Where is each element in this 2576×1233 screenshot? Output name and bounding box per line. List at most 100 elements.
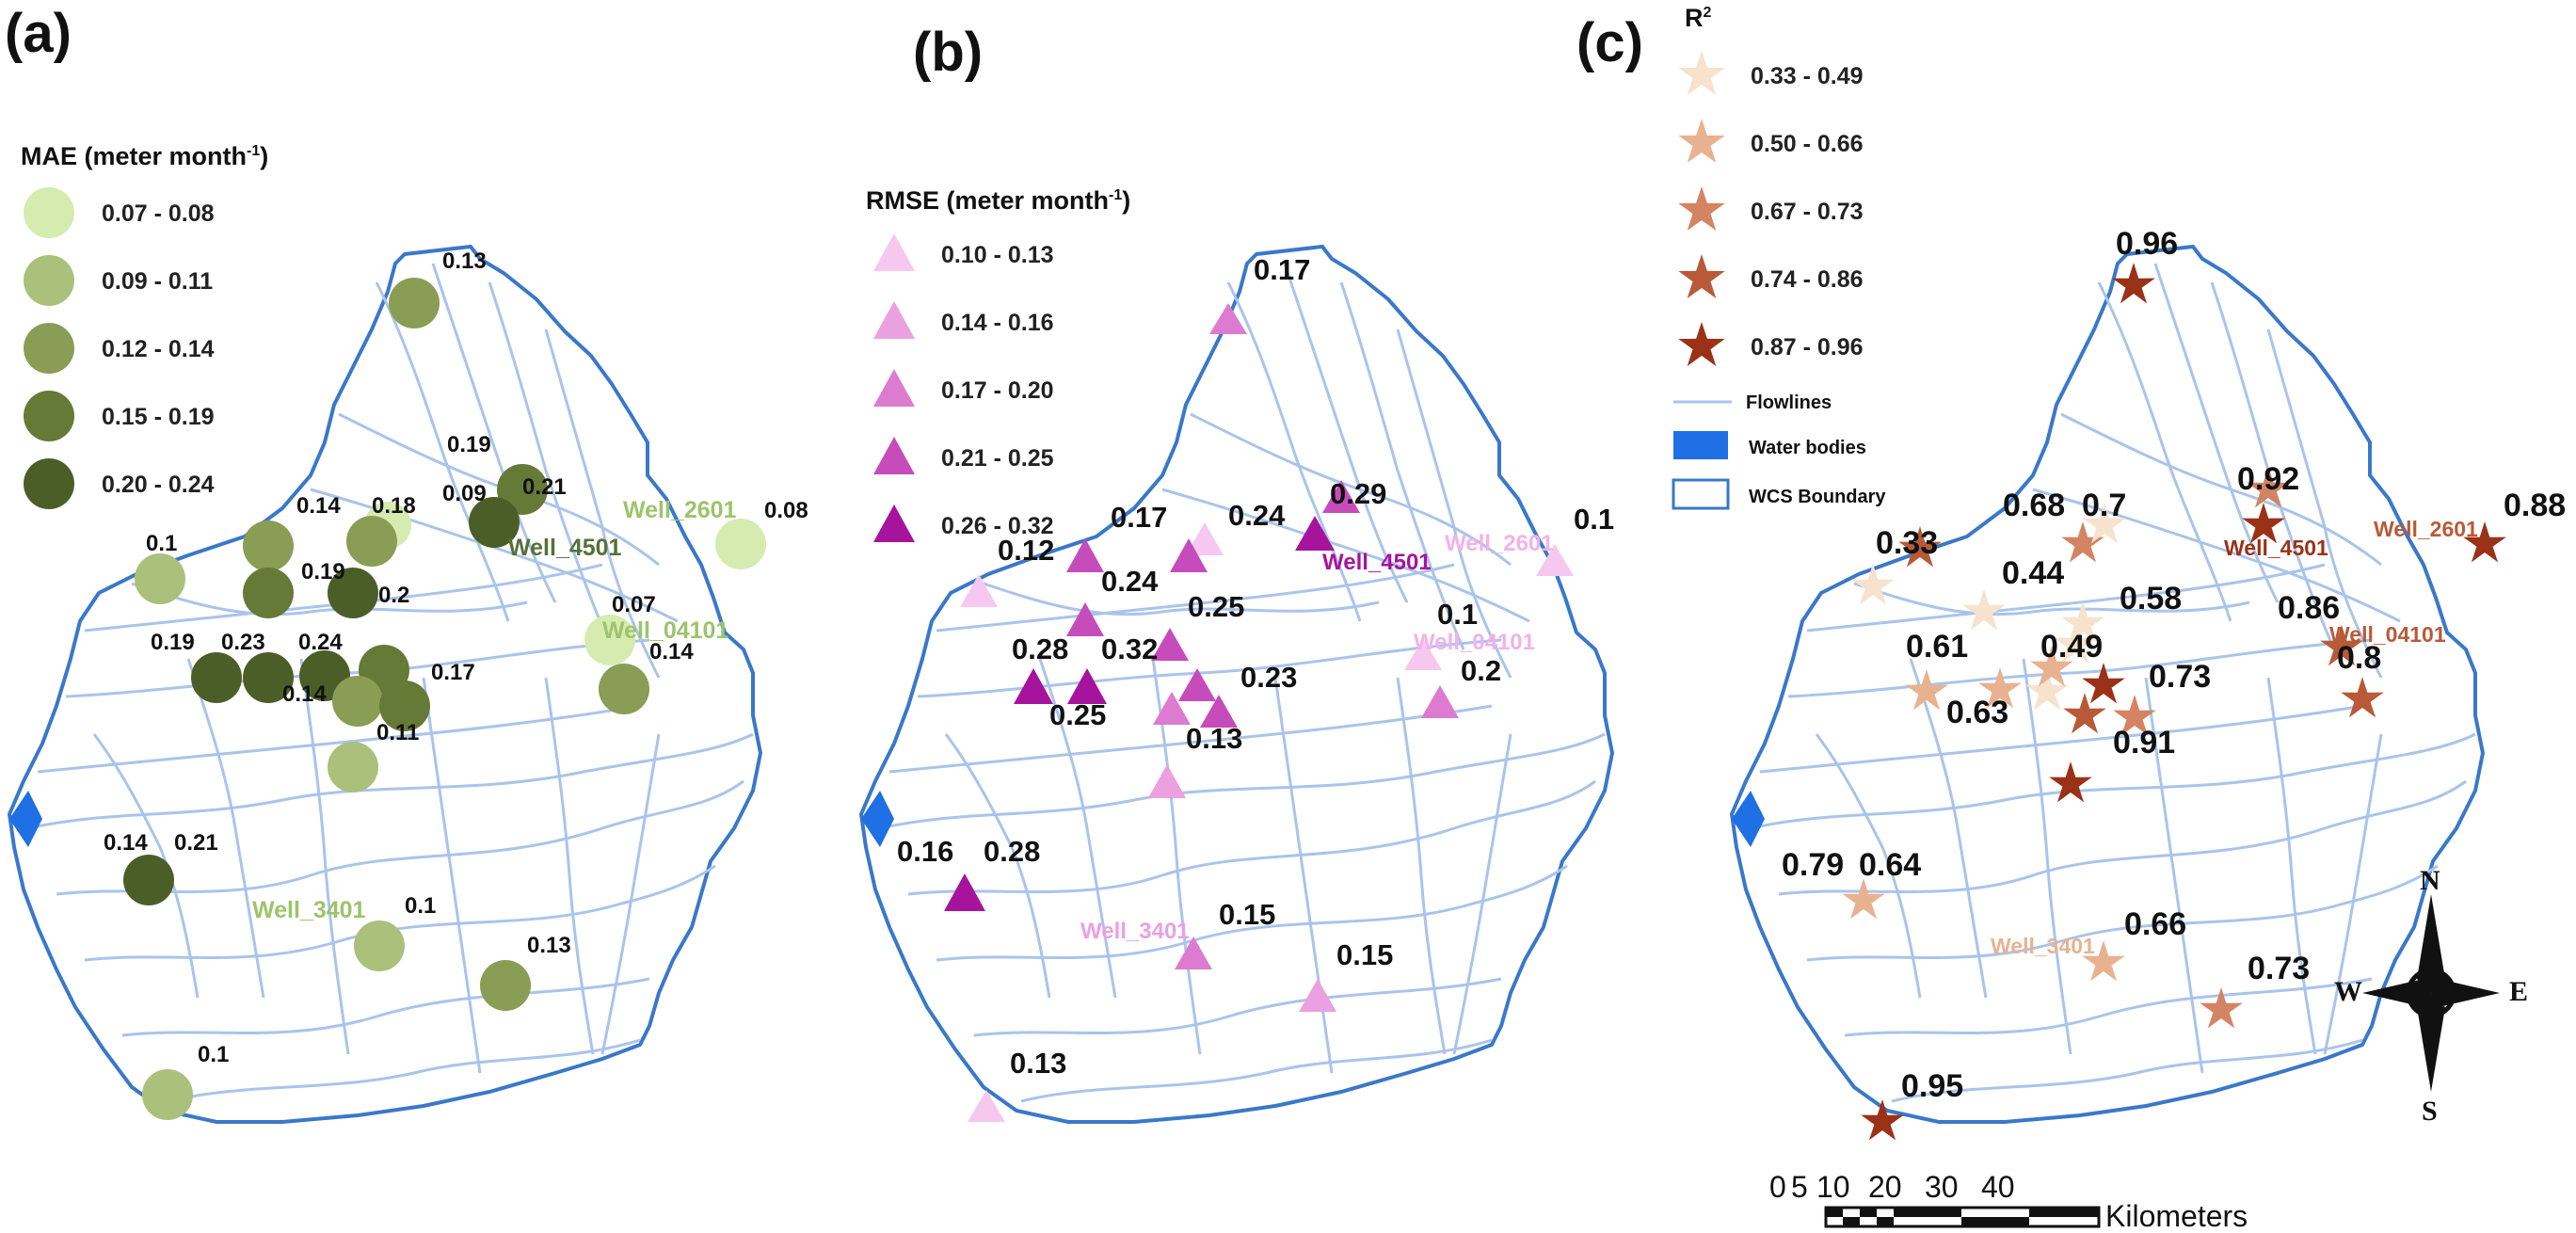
rmse-point <box>1067 668 1107 704</box>
compass-n: N <box>2420 865 2440 896</box>
r2-point <box>2463 521 2506 563</box>
mae-value: 0.1 <box>146 531 177 556</box>
mae-value: 0.13 <box>442 248 487 274</box>
well-label: Well_3401 <box>252 897 366 923</box>
scale-tick-label: 20 <box>1868 1170 1902 1204</box>
rmse-point <box>960 574 998 607</box>
panel-c-map <box>1730 245 2485 1124</box>
well-label: Well_3401 <box>1080 919 1190 944</box>
r2-point <box>2341 677 2384 718</box>
r2-legend-swatch <box>1678 254 1725 298</box>
rmse-value: 0.32 <box>1101 633 1158 665</box>
r2-point <box>2063 693 2106 734</box>
scale-tick-label: 40 <box>1981 1170 2015 1204</box>
well-label: Well_4501 <box>508 535 622 561</box>
mae-legend-label: 0.09 - 0.11 <box>102 268 213 295</box>
r2-point <box>1978 667 2022 709</box>
rmse-point <box>1200 695 1238 728</box>
mae-value: 0.08 <box>764 498 808 523</box>
r2-point <box>1861 1099 1904 1141</box>
mae-value: 0.1 <box>198 1042 229 1067</box>
mae-value: 0.11 <box>376 720 419 745</box>
r2-point <box>2082 663 2125 704</box>
panel-b: (b) RMSE (meter month-1) 0.10 - 0.13 0.14… <box>859 22 1614 1124</box>
mae-point <box>243 568 294 618</box>
rmse-legend-label: 0.10 - 0.13 <box>941 242 1054 268</box>
north-arrow-quadrant <box>2431 970 2454 993</box>
r2-legend-label: 0.50 - 0.66 <box>1751 131 1864 157</box>
mae-point <box>469 497 520 548</box>
rmse-point <box>1295 516 1335 551</box>
well-label: Well_2601 <box>623 497 737 523</box>
scale-unit: Kilometers <box>2105 1199 2248 1233</box>
rmse-point <box>1066 538 1104 572</box>
flowlines-legend-label: Flowlines <box>1746 392 1832 413</box>
panel-c-label: (c) <box>1576 12 1643 73</box>
mae-value: 0.19 <box>301 559 345 584</box>
panel-c-legend: R2 0.33 - 0.49 0.50 - 0.66 0.67 - 0.73 0.74… <box>1672 4 1886 510</box>
mae-point <box>389 278 440 328</box>
scale-tick-label: 0 <box>1769 1170 1786 1204</box>
panel-a-wells: Well_2601 Well_4501 Well_04101 Well_3401 <box>252 497 737 923</box>
mae-point <box>715 519 766 569</box>
rmse-value: 0.16 <box>897 835 953 868</box>
mae-point <box>135 553 185 604</box>
rmse-point <box>1209 303 1247 334</box>
mae-point <box>354 921 405 971</box>
water-legend-symbol <box>1673 431 1728 459</box>
r2-legend-swatch <box>1678 119 1725 163</box>
r2-legend-label: 0.87 - 0.96 <box>1751 334 1864 360</box>
scale-bar-seg <box>1826 1208 1843 1217</box>
scale-bar-seg <box>1894 1208 1961 1217</box>
r2-legend-label: 0.33 - 0.49 <box>1751 63 1864 89</box>
well-label: Well_4501 <box>2224 536 2328 560</box>
panel-b-points <box>944 303 1574 1122</box>
mae-point <box>379 681 430 731</box>
rmse-legend-swatch <box>873 233 915 271</box>
mae-legend-swatch <box>24 255 74 306</box>
r2-value: 0.73 <box>2149 659 2211 695</box>
rmse-value: 0.13 <box>1186 722 1242 755</box>
mae-legend-label: 0.15 - 0.19 <box>102 404 215 430</box>
panel-b-map <box>859 245 1614 1124</box>
scale-bar-seg <box>2029 1208 2099 1217</box>
rmse-point <box>1148 764 1186 798</box>
r2-point <box>2054 622 2097 664</box>
mae-value: 0.21 <box>174 830 218 856</box>
r2-value: 0.91 <box>2113 725 2175 761</box>
r2-point <box>2061 521 2104 563</box>
r2-point <box>2030 646 2073 687</box>
r2-point <box>1898 526 1942 568</box>
r2-point <box>1851 564 1895 605</box>
r2-value: 0.92 <box>2237 461 2299 497</box>
well-label: Well_04101 <box>1414 630 1535 655</box>
rmse-value: 0.13 <box>1010 1047 1066 1080</box>
panel-c: (c) R2 0.33 - 0.49 0.50 - 0.66 0.67 - 0.73… <box>1576 4 2566 1233</box>
mae-value: 0.14 <box>296 493 341 519</box>
mae-point <box>328 568 378 618</box>
rmse-value: 0.15 <box>1219 898 1275 931</box>
mae-value: 0.09 <box>442 481 487 506</box>
rmse-value: 0.28 <box>984 835 1040 868</box>
r2-value: 0.44 <box>2002 555 2064 591</box>
rmse-point <box>1299 979 1336 1012</box>
r2-value: 0.49 <box>2040 629 2103 665</box>
r2-point <box>2247 467 2290 508</box>
rmse-point <box>1322 480 1360 513</box>
mae-value: 0.24 <box>298 630 343 655</box>
r2-point <box>2083 503 2126 544</box>
rmse-point <box>1170 538 1208 572</box>
panel-b-values: 0.17 0.29 0.17 0.24 0.12 0.24 0.25 0.28 … <box>897 253 1614 1080</box>
r2-value: 0.95 <box>1901 1068 1963 1104</box>
panel-c-wells: Well_4501 Well_2601 Well_04101 Well_3401 <box>1991 517 2478 958</box>
rmse-legend-swatch <box>873 369 915 407</box>
mae-value: 0.21 <box>522 474 567 500</box>
panel-a-legend: MAE (meter month-1) 0.07 - 0.08 0.09 - 0.… <box>21 142 268 509</box>
north-arrow-n <box>2417 894 2445 993</box>
mae-legend-swatch <box>24 458 74 509</box>
mae-legend-title: MAE (meter month-1) <box>21 142 268 170</box>
r2-value: 0.96 <box>2116 226 2178 262</box>
panel-c-points <box>1842 263 2506 1141</box>
water-body-b <box>861 791 894 847</box>
rmse-legend-title: RMSE (meter month-1) <box>866 186 1130 215</box>
